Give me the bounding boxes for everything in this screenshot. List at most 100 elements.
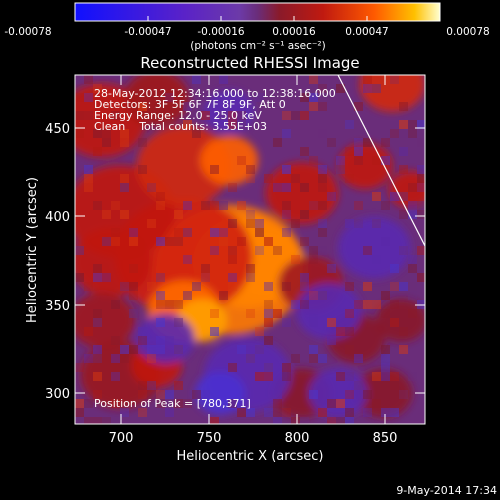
image-pixel <box>309 102 318 111</box>
image-pixel <box>399 147 408 156</box>
image-pixel <box>201 93 210 102</box>
image-pixel <box>156 345 165 354</box>
image-pixel <box>84 183 93 192</box>
image-pixel <box>165 336 174 345</box>
image-pixel <box>156 237 165 246</box>
image-pixel <box>381 291 390 300</box>
image-pixel <box>417 246 425 255</box>
image-pixel <box>372 300 381 309</box>
image-pixel <box>408 282 417 291</box>
image-pixel <box>111 372 120 381</box>
image-pixel <box>372 192 381 201</box>
image-pixel <box>84 165 93 174</box>
image-pixel <box>237 345 246 354</box>
image-pixel <box>138 381 147 390</box>
image-pixel <box>201 264 210 273</box>
image-pixel <box>309 156 318 165</box>
image-pixel <box>354 300 363 309</box>
peak-position-label: Position of Peak = [780,371] <box>94 397 251 410</box>
image-pixel <box>417 273 425 282</box>
image-pixel <box>84 93 93 102</box>
image-pixel <box>237 120 246 129</box>
image-pixel <box>219 111 228 120</box>
image-pixel <box>174 210 183 219</box>
image-pixel <box>345 327 354 336</box>
image-pixel <box>336 156 345 165</box>
image-pixel <box>417 174 425 183</box>
image-pixel <box>408 201 417 210</box>
image-pixel <box>390 381 399 390</box>
image-pixel <box>156 273 165 282</box>
image-pixel <box>147 282 156 291</box>
image-pixel <box>237 237 246 246</box>
image-pixel <box>363 246 372 255</box>
image-pixel <box>93 372 102 381</box>
image-pixel <box>93 201 102 210</box>
image-pixel <box>120 210 129 219</box>
image-pixel <box>282 129 291 138</box>
image-pixel <box>219 228 228 237</box>
image-pixel <box>408 291 417 300</box>
image-pixel <box>390 264 399 273</box>
image-pixel <box>399 165 408 174</box>
image-pixel <box>345 309 354 318</box>
image-pixel <box>111 237 120 246</box>
image-pixel <box>93 309 102 318</box>
image-pixel <box>237 102 246 111</box>
image-pixel <box>264 300 273 309</box>
image-pixel <box>75 111 84 120</box>
image-pixel <box>408 120 417 129</box>
image-pixel <box>318 201 327 210</box>
image-pixel <box>282 228 291 237</box>
image-pixel <box>390 372 399 381</box>
image-pixel <box>219 237 228 246</box>
image-pixel <box>255 372 264 381</box>
image-pixel <box>75 75 84 84</box>
y-tick-label: 300 <box>45 387 70 402</box>
image-pixel <box>192 282 201 291</box>
image-pixel <box>219 291 228 300</box>
image-pixel <box>93 273 102 282</box>
image-pixel <box>291 111 300 120</box>
emission-blob <box>308 368 367 418</box>
image-pixel <box>228 111 237 120</box>
image-pixel <box>237 201 246 210</box>
image-pixel <box>228 255 237 264</box>
image-pixel <box>183 399 192 408</box>
x-tick-label: 750 <box>197 431 222 446</box>
image-pixel <box>390 318 399 327</box>
image-pixel <box>300 417 309 424</box>
image-pixel <box>228 282 237 291</box>
image-pixel <box>336 84 345 93</box>
image-pixel <box>156 390 165 399</box>
emission-blob <box>123 75 190 127</box>
image-pixel <box>300 210 309 219</box>
y-tick-label: 350 <box>45 299 70 314</box>
image-pixel <box>291 354 300 363</box>
image-pixel <box>327 264 336 273</box>
image-pixel <box>318 228 327 237</box>
image-pixel <box>138 390 147 399</box>
image-pixel <box>183 120 192 129</box>
image-pixel <box>264 237 273 246</box>
image-pixel <box>147 390 156 399</box>
image-pixel <box>345 174 354 183</box>
image-pixel <box>345 120 354 129</box>
colorbar-tick-label: 0.00047 <box>345 26 388 38</box>
image-pixel <box>372 156 381 165</box>
colorbar-tick-label: -0.00047 <box>124 26 171 38</box>
image-pixel <box>129 228 138 237</box>
image-pixel <box>318 219 327 228</box>
image-pixel <box>336 165 345 174</box>
image-pixel <box>93 129 102 138</box>
image-pixel <box>129 237 138 246</box>
image-pixel <box>237 111 246 120</box>
image-pixel <box>399 246 408 255</box>
image-pixel <box>318 165 327 174</box>
image-pixel <box>246 219 255 228</box>
image-pixel <box>300 237 309 246</box>
image-pixel <box>102 417 111 424</box>
image-pixel <box>309 246 318 255</box>
image-pixel <box>84 282 93 291</box>
